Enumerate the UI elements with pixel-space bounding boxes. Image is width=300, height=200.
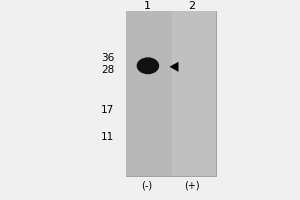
Text: 11: 11 — [101, 132, 114, 142]
Polygon shape — [169, 62, 178, 72]
Text: 17: 17 — [101, 105, 114, 115]
Bar — [171, 11, 216, 176]
Bar — [126, 11, 216, 176]
Text: (+): (+) — [184, 180, 200, 190]
Bar — [126, 11, 171, 176]
Text: (-): (-) — [141, 180, 153, 190]
Text: 36: 36 — [101, 53, 114, 63]
Text: 28: 28 — [101, 65, 114, 75]
Text: 1: 1 — [143, 1, 151, 11]
Text: 2: 2 — [188, 1, 196, 11]
Ellipse shape — [137, 57, 159, 74]
